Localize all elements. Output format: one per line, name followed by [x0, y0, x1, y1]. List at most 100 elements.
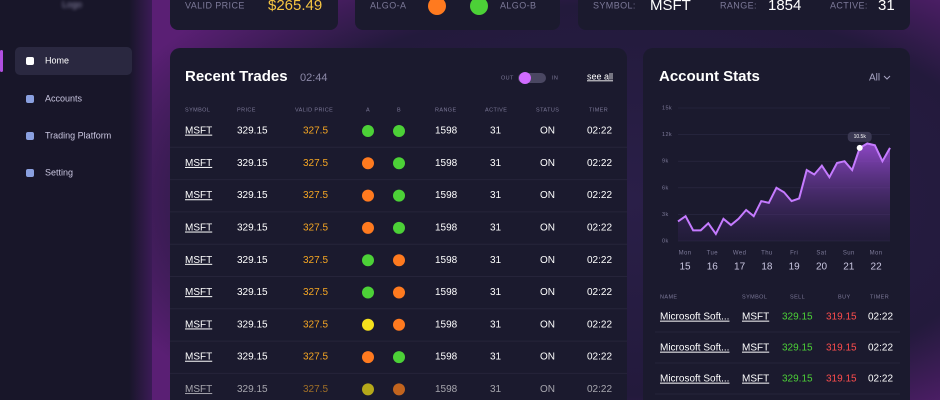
active: 31	[490, 319, 502, 330]
symbol-link[interactable]: MSFT	[185, 287, 212, 298]
toggle-label: OUT	[501, 75, 514, 81]
logo: Logo	[62, 0, 82, 9]
column-header: TIMER	[589, 107, 608, 113]
timer: 02:22	[587, 255, 612, 266]
x-tick-date: 17	[734, 262, 746, 273]
range: 1598	[435, 287, 458, 298]
price: 329.15	[237, 158, 268, 169]
column-header: TIMER	[870, 294, 889, 300]
status: ON	[540, 287, 555, 298]
buy: 319.15	[826, 374, 857, 385]
y-tick-label: 6k	[662, 185, 669, 191]
status-dot	[393, 383, 405, 396]
price: 329.15	[237, 126, 268, 137]
label: VALID PRICE	[185, 0, 245, 10]
name-link[interactable]: Microsoft Soft...	[660, 374, 729, 385]
nav-item[interactable]: Setting	[45, 167, 73, 177]
active: 31	[490, 223, 502, 234]
status-dot	[362, 286, 374, 299]
see-all-link[interactable]: see all	[587, 71, 613, 81]
x-tick-day: Wed	[733, 251, 746, 257]
status: ON	[540, 126, 555, 137]
name-link[interactable]: Microsoft Soft...	[660, 312, 729, 323]
sell: 329.15	[782, 343, 813, 354]
timer: 02:22	[587, 287, 612, 298]
column-header: ACTIVE	[485, 107, 507, 113]
label: ALGO-A	[370, 0, 406, 10]
column-header: SYMBOL	[185, 107, 210, 113]
nav-icon	[26, 132, 34, 140]
filter-dropdown[interactable]: All	[869, 73, 880, 84]
symbol-link[interactable]: MSFT	[185, 223, 212, 234]
valid-price: 327.5	[303, 190, 328, 201]
tooltip-bg	[847, 131, 872, 142]
symbol-link[interactable]: MSFT	[742, 374, 769, 385]
y-tick-label: 12k	[662, 132, 672, 138]
card	[170, 0, 338, 30]
x-tick-day: Sun	[843, 251, 855, 257]
timer: 02:22	[587, 158, 612, 169]
column-header: STATUS	[536, 107, 559, 113]
nav-item[interactable]: Accounts	[45, 93, 83, 103]
timer: 02:22	[868, 374, 893, 385]
column-header: A	[366, 107, 370, 113]
nav-indicator	[0, 50, 3, 72]
x-tick-date: 21	[843, 262, 855, 273]
y-tick-label: 9k	[662, 159, 669, 165]
buy: 319.15	[826, 343, 857, 354]
nav-item[interactable]: Trading Platform	[45, 130, 111, 140]
range: 1598	[435, 158, 458, 169]
value: 1854	[768, 0, 801, 14]
column-header: SELL	[790, 294, 805, 300]
active: 31	[490, 352, 502, 363]
valid-price: 327.5	[303, 352, 328, 363]
clock: 02:44	[300, 72, 328, 84]
y-tick-label: 15k	[662, 105, 672, 111]
y-tick-label: 0k	[662, 238, 669, 244]
timer: 02:22	[868, 343, 893, 354]
symbol-link[interactable]: MSFT	[185, 319, 212, 330]
symbol-link[interactable]: MSFT	[185, 384, 212, 395]
x-tick-day: Thu	[761, 251, 773, 257]
valid-price: 327.5	[303, 223, 328, 234]
symbol-link[interactable]: MSFT	[742, 312, 769, 323]
x-tick-day: Tue	[707, 251, 719, 257]
toggle-label: IN	[552, 75, 558, 81]
timer: 02:22	[587, 352, 612, 363]
symbol-link[interactable]: MSFT	[185, 352, 212, 363]
symbol-link[interactable]: MSFT	[185, 255, 212, 266]
range: 1598	[435, 190, 458, 201]
symbol-link[interactable]: MSFT	[185, 190, 212, 201]
symbol-link[interactable]: MSFT	[185, 126, 212, 137]
price: 329.15	[237, 255, 268, 266]
range: 1598	[435, 126, 458, 137]
label: ALGO-B	[500, 0, 536, 10]
active: 31	[490, 287, 502, 298]
active: 31	[490, 190, 502, 201]
status: ON	[540, 384, 555, 395]
nav-icon	[26, 57, 34, 65]
valid-price: 327.5	[303, 158, 328, 169]
tooltip: 10.5k	[854, 134, 867, 140]
symbol-link[interactable]: MSFT	[185, 158, 212, 169]
status-dot	[362, 189, 374, 202]
column-header: B	[397, 107, 401, 113]
timer: 02:22	[587, 190, 612, 201]
price: 329.15	[237, 384, 268, 395]
highlight-point	[856, 144, 863, 151]
status: ON	[540, 255, 555, 266]
status-dot	[393, 157, 405, 170]
range: 1598	[435, 352, 458, 363]
column-header: PRICE	[237, 107, 256, 113]
timer: 02:22	[587, 126, 612, 137]
value: MSFT	[650, 0, 691, 14]
name-link[interactable]: Microsoft Soft...	[660, 343, 729, 354]
range: 1598	[435, 319, 458, 330]
column-header: RANGE	[435, 107, 457, 113]
status-dot	[393, 351, 405, 364]
price: 329.15	[237, 287, 268, 298]
column-header: VALID PRICE	[295, 107, 333, 113]
symbol-link[interactable]: MSFT	[742, 343, 769, 354]
status-dot	[393, 125, 405, 137]
nav-item[interactable]: Home	[45, 55, 69, 65]
